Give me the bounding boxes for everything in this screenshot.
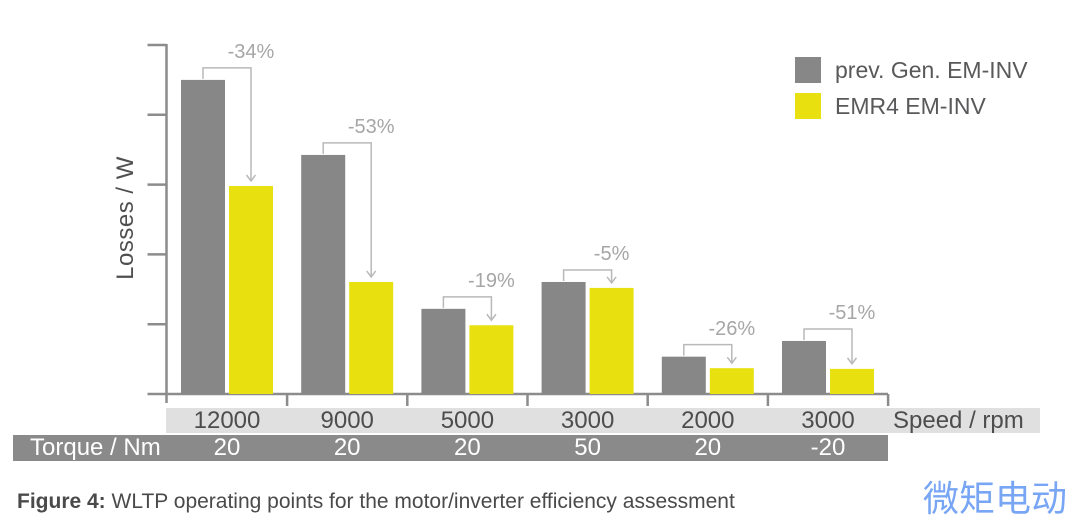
- torque-value-group3: 20: [454, 434, 481, 461]
- bar-emr4-group2: [349, 281, 394, 394]
- caption-prefix: Figure 4:: [17, 490, 106, 513]
- legend-swatch-gray: [795, 57, 821, 83]
- legend-label-prev-gen: prev. Gen. EM-INV: [835, 56, 1028, 83]
- bar-prev-gen-group6: [782, 340, 826, 394]
- torque-value-group5: 20: [694, 434, 722, 461]
- legend-item-prev-gen: prev. Gen. EM-INV: [795, 57, 1028, 83]
- reduction-label-group1: -34%: [227, 40, 275, 63]
- torque-value-group1: 20: [213, 434, 241, 461]
- arrow-down-icon: [245, 174, 257, 183]
- speed-value-group3: 5000: [440, 407, 495, 434]
- caption-text: WLTP operating points for the motor/inve…: [111, 490, 735, 513]
- reduction-label-group2: -53%: [347, 115, 395, 138]
- speed-value-group2: 9000: [320, 407, 374, 434]
- speed-value-group6: 3000: [801, 407, 855, 434]
- legend: prev. Gen. EM-INV EMR4 EM-INV: [795, 57, 1028, 119]
- bar-prev-gen-group5: [661, 356, 706, 394]
- reduction-label-group4: -5%: [593, 242, 630, 265]
- reduction-label-group6: -51%: [828, 301, 876, 324]
- reduction-bracket-group4: [562, 269, 613, 283]
- reduction-bracket-group5: [683, 343, 733, 364]
- speed-axis-title: Speed / rpm: [893, 407, 1024, 434]
- torque-axis-band: Torque / Nm 20 20 20 50 20 -20: [13, 435, 888, 461]
- reduction-label-group5: -26%: [708, 317, 756, 340]
- reduction-label-group3: -19%: [468, 269, 515, 292]
- torque-value-group2: 20: [333, 434, 361, 461]
- legend-label-emr4: EMR4 EM-INV: [835, 92, 986, 119]
- legend-swatch-yellow: [795, 93, 821, 119]
- reduction-bracket-group1: [202, 67, 252, 181]
- arrow-down-icon: [846, 357, 858, 366]
- speed-value-group1: 12000: [193, 407, 261, 434]
- bar-prev-gen-group4: [541, 281, 586, 394]
- y-axis-label: Losses / W: [112, 156, 139, 280]
- bar-emr4-group1: [229, 185, 273, 394]
- bar-emr4-group4: [589, 287, 634, 394]
- torque-value-group6: -20: [810, 434, 846, 461]
- bar-prev-gen-group1: [181, 79, 225, 395]
- legend-item-emr4: EMR4 EM-INV: [795, 93, 1028, 119]
- arrow-down-icon: [366, 270, 377, 279]
- bar-prev-gen-group3: [421, 308, 466, 394]
- bar-emr4-group6: [830, 368, 874, 394]
- arrow-down-icon: [486, 313, 497, 322]
- bar-emr4-group5: [709, 368, 754, 394]
- watermark: 微矩电动: [923, 478, 1068, 519]
- bar-prev-gen-group2: [301, 154, 346, 394]
- bar-emr4-group3: [469, 325, 514, 394]
- reduction-bracket-group3: [442, 296, 493, 321]
- speed-value-group4: 3000: [560, 407, 615, 434]
- torque-axis-title: Torque / Nm: [30, 434, 161, 461]
- speed-value-group5: 2000: [681, 407, 735, 434]
- figure-caption: Figure 4: WLTP operating points for the …: [17, 490, 735, 514]
- arrow-down-icon: [606, 276, 617, 285]
- arrow-down-icon: [726, 356, 737, 365]
- reduction-bracket-group6: [803, 328, 853, 364]
- reduction-bracket-group2: [322, 142, 372, 277]
- torque-value-group4: 50: [574, 434, 601, 461]
- speed-axis-band: Speed / rpm 12000 9000 5000 3000 2000 3000: [166, 408, 1040, 433]
